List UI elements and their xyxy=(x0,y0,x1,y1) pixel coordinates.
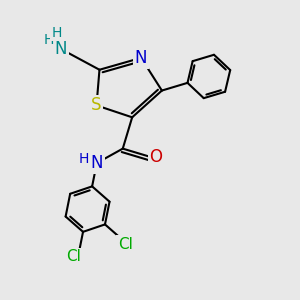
Text: H: H xyxy=(78,152,88,166)
Text: Cl: Cl xyxy=(66,249,81,264)
Text: H: H xyxy=(51,26,62,40)
Text: O: O xyxy=(149,148,162,166)
Text: Cl: Cl xyxy=(118,237,133,252)
Text: N: N xyxy=(91,154,103,172)
Text: S: S xyxy=(91,96,102,114)
Text: H: H xyxy=(44,33,54,47)
Text: N: N xyxy=(135,49,147,67)
Text: N: N xyxy=(55,40,67,58)
